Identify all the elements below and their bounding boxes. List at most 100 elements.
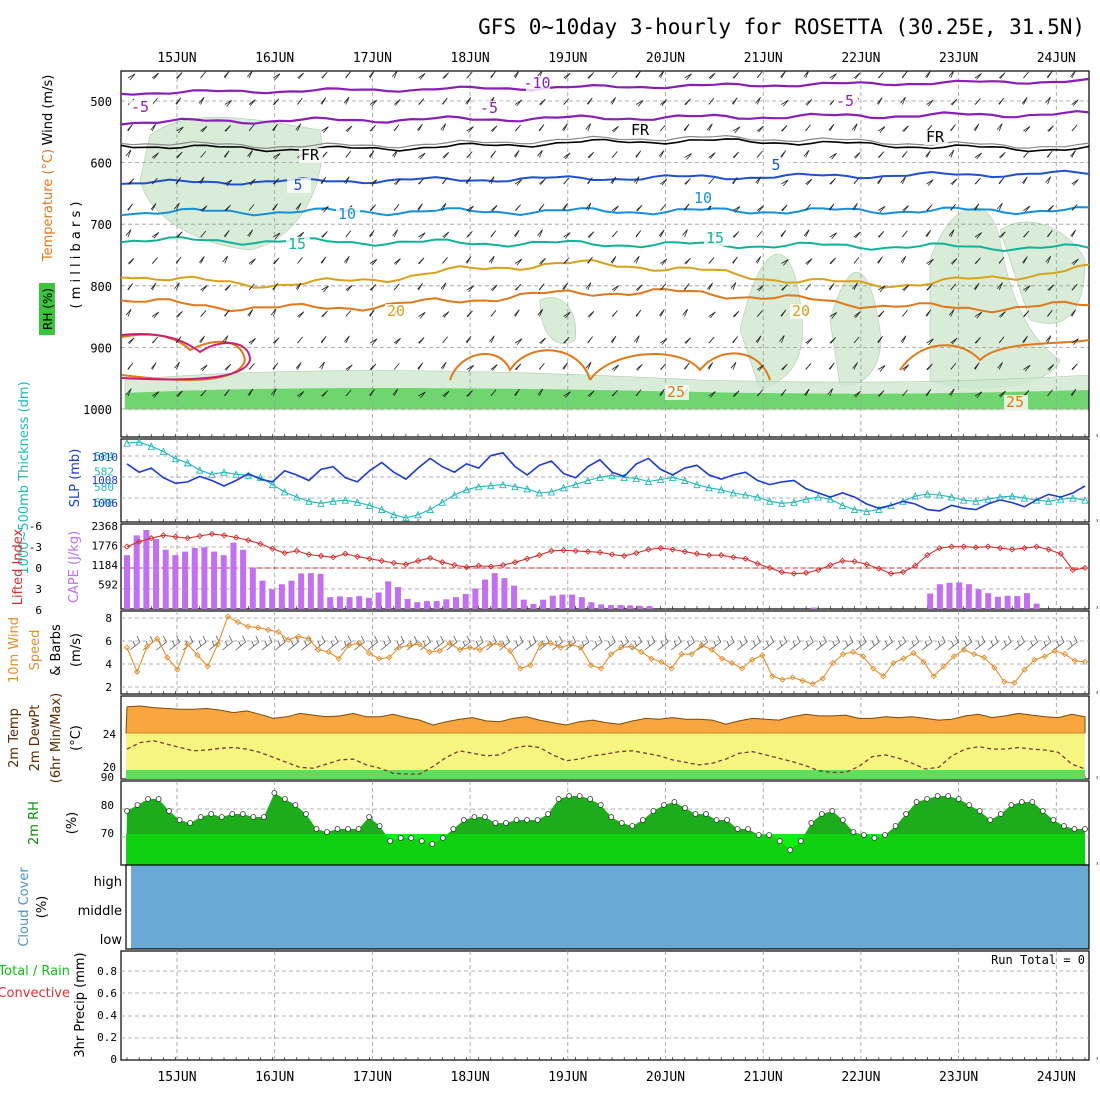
- wind-barb: [732, 151, 740, 159]
- wind10-marker: [981, 654, 988, 661]
- wind-barb: [948, 229, 955, 238]
- rh-marker: [966, 802, 973, 808]
- wind10-barb: [882, 635, 893, 651]
- wind-barb: [996, 123, 1003, 132]
- wind-barb: [151, 98, 158, 105]
- li-tick: -3: [29, 541, 42, 554]
- rh-marker: [418, 838, 425, 844]
- li-marker: [936, 544, 943, 552]
- green-band: [126, 770, 1085, 779]
- wind-barb: [1023, 126, 1031, 133]
- rh-marker: [208, 811, 215, 817]
- label-barbs: & Barbs: [49, 624, 64, 676]
- wind10-marker: [708, 646, 716, 653]
- rh-marker: [1082, 826, 1088, 832]
- wind-barb: [344, 335, 350, 344]
- rh-marker: [397, 835, 404, 841]
- wind10-barb: [169, 635, 181, 651]
- cape-tick: 1184: [92, 559, 119, 572]
- wind-barb: [1046, 230, 1053, 238]
- li-marker: [499, 561, 507, 569]
- wind-barb: [852, 362, 858, 370]
- upper-air-frame: [120, 70, 1090, 438]
- wind-barb: [611, 151, 618, 158]
- isotherm: [120, 259, 1090, 289]
- isotherm-label-bg: [286, 237, 310, 252]
- wind10-marker: [194, 652, 201, 659]
- thickness-marker: [802, 495, 810, 503]
- isotherm-label-bg: [1004, 395, 1028, 410]
- thickness-marker: [474, 482, 483, 491]
- label-thickness: 1000~500mb Thickness (dm): [17, 381, 32, 574]
- rh-marker: [1018, 799, 1025, 805]
- wind-barb: [320, 256, 327, 264]
- wind-barb: [345, 389, 352, 397]
- wind-barb: [902, 284, 910, 292]
- wind10-marker: [678, 651, 685, 658]
- li-marker: [572, 547, 579, 555]
- thickness-marker: [1008, 492, 1016, 500]
- wind-barb: [877, 126, 886, 133]
- li-marker: [281, 549, 288, 557]
- rh-marker: [429, 841, 436, 847]
- wind10-marker: [265, 626, 272, 633]
- wind-barb: [925, 150, 931, 158]
- label-precip: 3hr Precip (mm): [73, 952, 88, 1057]
- cape-bar: [927, 593, 934, 609]
- wind10-barb: [657, 635, 669, 651]
- wind-barb: [200, 364, 208, 372]
- wind-barb: [708, 72, 716, 80]
- wind10-marker: [910, 649, 917, 657]
- wind-barb: [272, 337, 280, 344]
- wind-barb: [781, 99, 789, 107]
- cape-bar: [956, 582, 963, 609]
- wind-barb: [321, 126, 329, 134]
- wind-barb: [756, 310, 763, 317]
- rh2m-tick: 90: [101, 771, 114, 784]
- wind-barb: [248, 338, 256, 345]
- thickness-marker: [875, 505, 883, 513]
- wind-barb: [150, 362, 157, 370]
- cape-bar: [453, 597, 460, 609]
- wind10-marker: [254, 624, 262, 631]
- wind-barb: [851, 123, 858, 132]
- cape-bar: [240, 549, 247, 609]
- wind-barb: [321, 231, 328, 238]
- wind-barb: [756, 230, 763, 238]
- wind-barb: [490, 71, 496, 79]
- wind-barb: [490, 364, 498, 371]
- wind-barb: [490, 125, 498, 133]
- wind-barb: [345, 284, 353, 292]
- wind-barb: [539, 258, 546, 265]
- date-label-top: 24JUN: [1037, 51, 1076, 66]
- wind-barb: [1022, 335, 1028, 344]
- li-marker: [366, 555, 373, 562]
- isotherm: [120, 236, 1090, 253]
- wind10-barb: [1014, 635, 1025, 651]
- wind-barb: [466, 126, 474, 133]
- wind-barb: [853, 177, 860, 185]
- cape-bar: [588, 602, 595, 609]
- wind-barb: [732, 72, 739, 79]
- cape-bar: [404, 598, 411, 609]
- isotherm: [120, 288, 1090, 314]
- wind-barb: [442, 152, 450, 159]
- wind-barb: [829, 312, 838, 319]
- thickness-marker: [668, 473, 677, 481]
- wind10-marker: [355, 639, 363, 647]
- wind10-marker: [557, 644, 564, 651]
- cape-bar: [811, 607, 818, 609]
- wind10-marker: [496, 641, 504, 648]
- wind-barb: [151, 232, 160, 239]
- rh-shading: [539, 297, 577, 344]
- cape-bar: [975, 589, 982, 609]
- wind10-marker: [547, 639, 554, 647]
- wind-barb: [660, 258, 668, 266]
- cape-bar: [501, 578, 508, 609]
- cape-bar: [153, 539, 160, 609]
- li-marker: [875, 565, 882, 572]
- wind-barb: [973, 203, 980, 211]
- pressure-tick: 1000: [83, 403, 112, 417]
- wind10-marker: [728, 659, 736, 667]
- rh-marker: [913, 799, 920, 805]
